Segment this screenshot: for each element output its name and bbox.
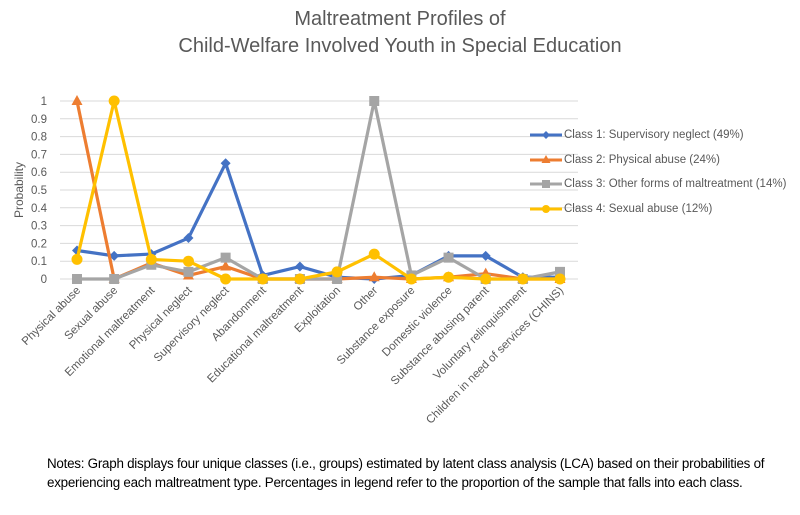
data-point — [443, 271, 455, 283]
data-point — [183, 266, 194, 277]
series-line — [75, 99, 560, 281]
data-point — [294, 273, 306, 285]
series-4 — [71, 95, 566, 285]
y-tick-label: 0.1 — [31, 256, 47, 268]
x-tick-label: Physical neglect — [127, 284, 195, 352]
data-point — [71, 253, 83, 265]
data-point — [368, 271, 380, 282]
data-point — [108, 95, 120, 107]
y-tick-label: 0.4 — [31, 203, 48, 215]
gridlines — [60, 100, 578, 280]
data-point — [555, 266, 565, 277]
data-point — [220, 158, 231, 169]
x-tick-label: Domestic violence — [380, 285, 454, 359]
legend-label: Class 4: Sexual abuse (12%) — [564, 202, 713, 215]
data-point — [443, 252, 454, 263]
data-point — [517, 273, 529, 285]
data-point — [332, 274, 343, 284]
chart-title-line-1: Maltreatment Profiles of — [294, 8, 506, 30]
data-point — [220, 260, 232, 271]
data-point — [109, 274, 120, 284]
chart-title-line-2: Child-Welfare Involved Youth in Special … — [178, 35, 622, 57]
data-point — [480, 273, 492, 285]
data-point — [554, 273, 566, 285]
y-tick-label: 0.8 — [31, 132, 47, 144]
legend-swatch — [530, 180, 562, 189]
legend-swatch — [530, 131, 562, 140]
y-tick-label: 0 — [41, 274, 47, 286]
data-point — [72, 274, 82, 284]
series-lines — [71, 95, 566, 285]
y-tick-label: 0.5 — [31, 185, 47, 197]
legend-swatch — [530, 204, 562, 213]
y-tick-label: 0.3 — [31, 221, 47, 233]
data-point — [369, 96, 380, 106]
data-point — [405, 273, 417, 285]
y-tick-label: 0.7 — [31, 149, 47, 161]
y-tick-label: 0.2 — [31, 238, 47, 250]
data-point — [294, 261, 305, 272]
data-point — [257, 273, 269, 285]
data-point — [220, 273, 232, 285]
legend-label: Class 2: Physical abuse (24%) — [564, 153, 720, 166]
data-point — [368, 248, 380, 260]
legend-item: Class 3: Other forms of maltreatment (14… — [530, 172, 786, 197]
data-point — [145, 253, 157, 265]
y-axis-ticks: 0 0.1 0.2 0.3 0.4 0.5 0.6 0.7 0.8 0.9 1 — [31, 96, 48, 286]
legend-item: Class 1: Supervisory neglect (49%) — [530, 123, 786, 148]
x-tick-label: Other — [352, 285, 381, 314]
chart-title: Maltreatment Profiles of Child-Welfare I… — [0, 6, 800, 60]
legend-item: Class 2: Physical abuse (24%) — [530, 148, 786, 173]
legend-swatch — [530, 154, 562, 163]
x-tick-label: Children in need of services (CHINS) — [424, 285, 566, 427]
legend-label: Class 3: Other forms of maltreatment (14… — [564, 178, 787, 191]
y-tick-label: 0.9 — [31, 114, 47, 126]
series-line — [76, 161, 560, 281]
y-tick-label: 1 — [41, 96, 47, 108]
data-point — [480, 250, 491, 261]
series-line — [77, 99, 561, 281]
data-point — [71, 95, 83, 105]
legend: Class 1: Supervisory neglect (49%) Class … — [530, 123, 786, 221]
y-tick-label: 0.6 — [31, 167, 47, 179]
data-point — [220, 252, 231, 263]
y-axis-label: Probability — [12, 162, 26, 218]
data-point — [182, 255, 194, 267]
legend-item: Class 4: Sexual abuse (12%) — [530, 197, 786, 222]
data-point — [331, 266, 343, 278]
data-point — [183, 233, 194, 244]
legend-label: Class 1: Supervisory neglect (49%) — [564, 129, 744, 142]
data-point — [109, 250, 120, 261]
chart-notes: Notes: Graph displays four unique classe… — [47, 456, 765, 490]
